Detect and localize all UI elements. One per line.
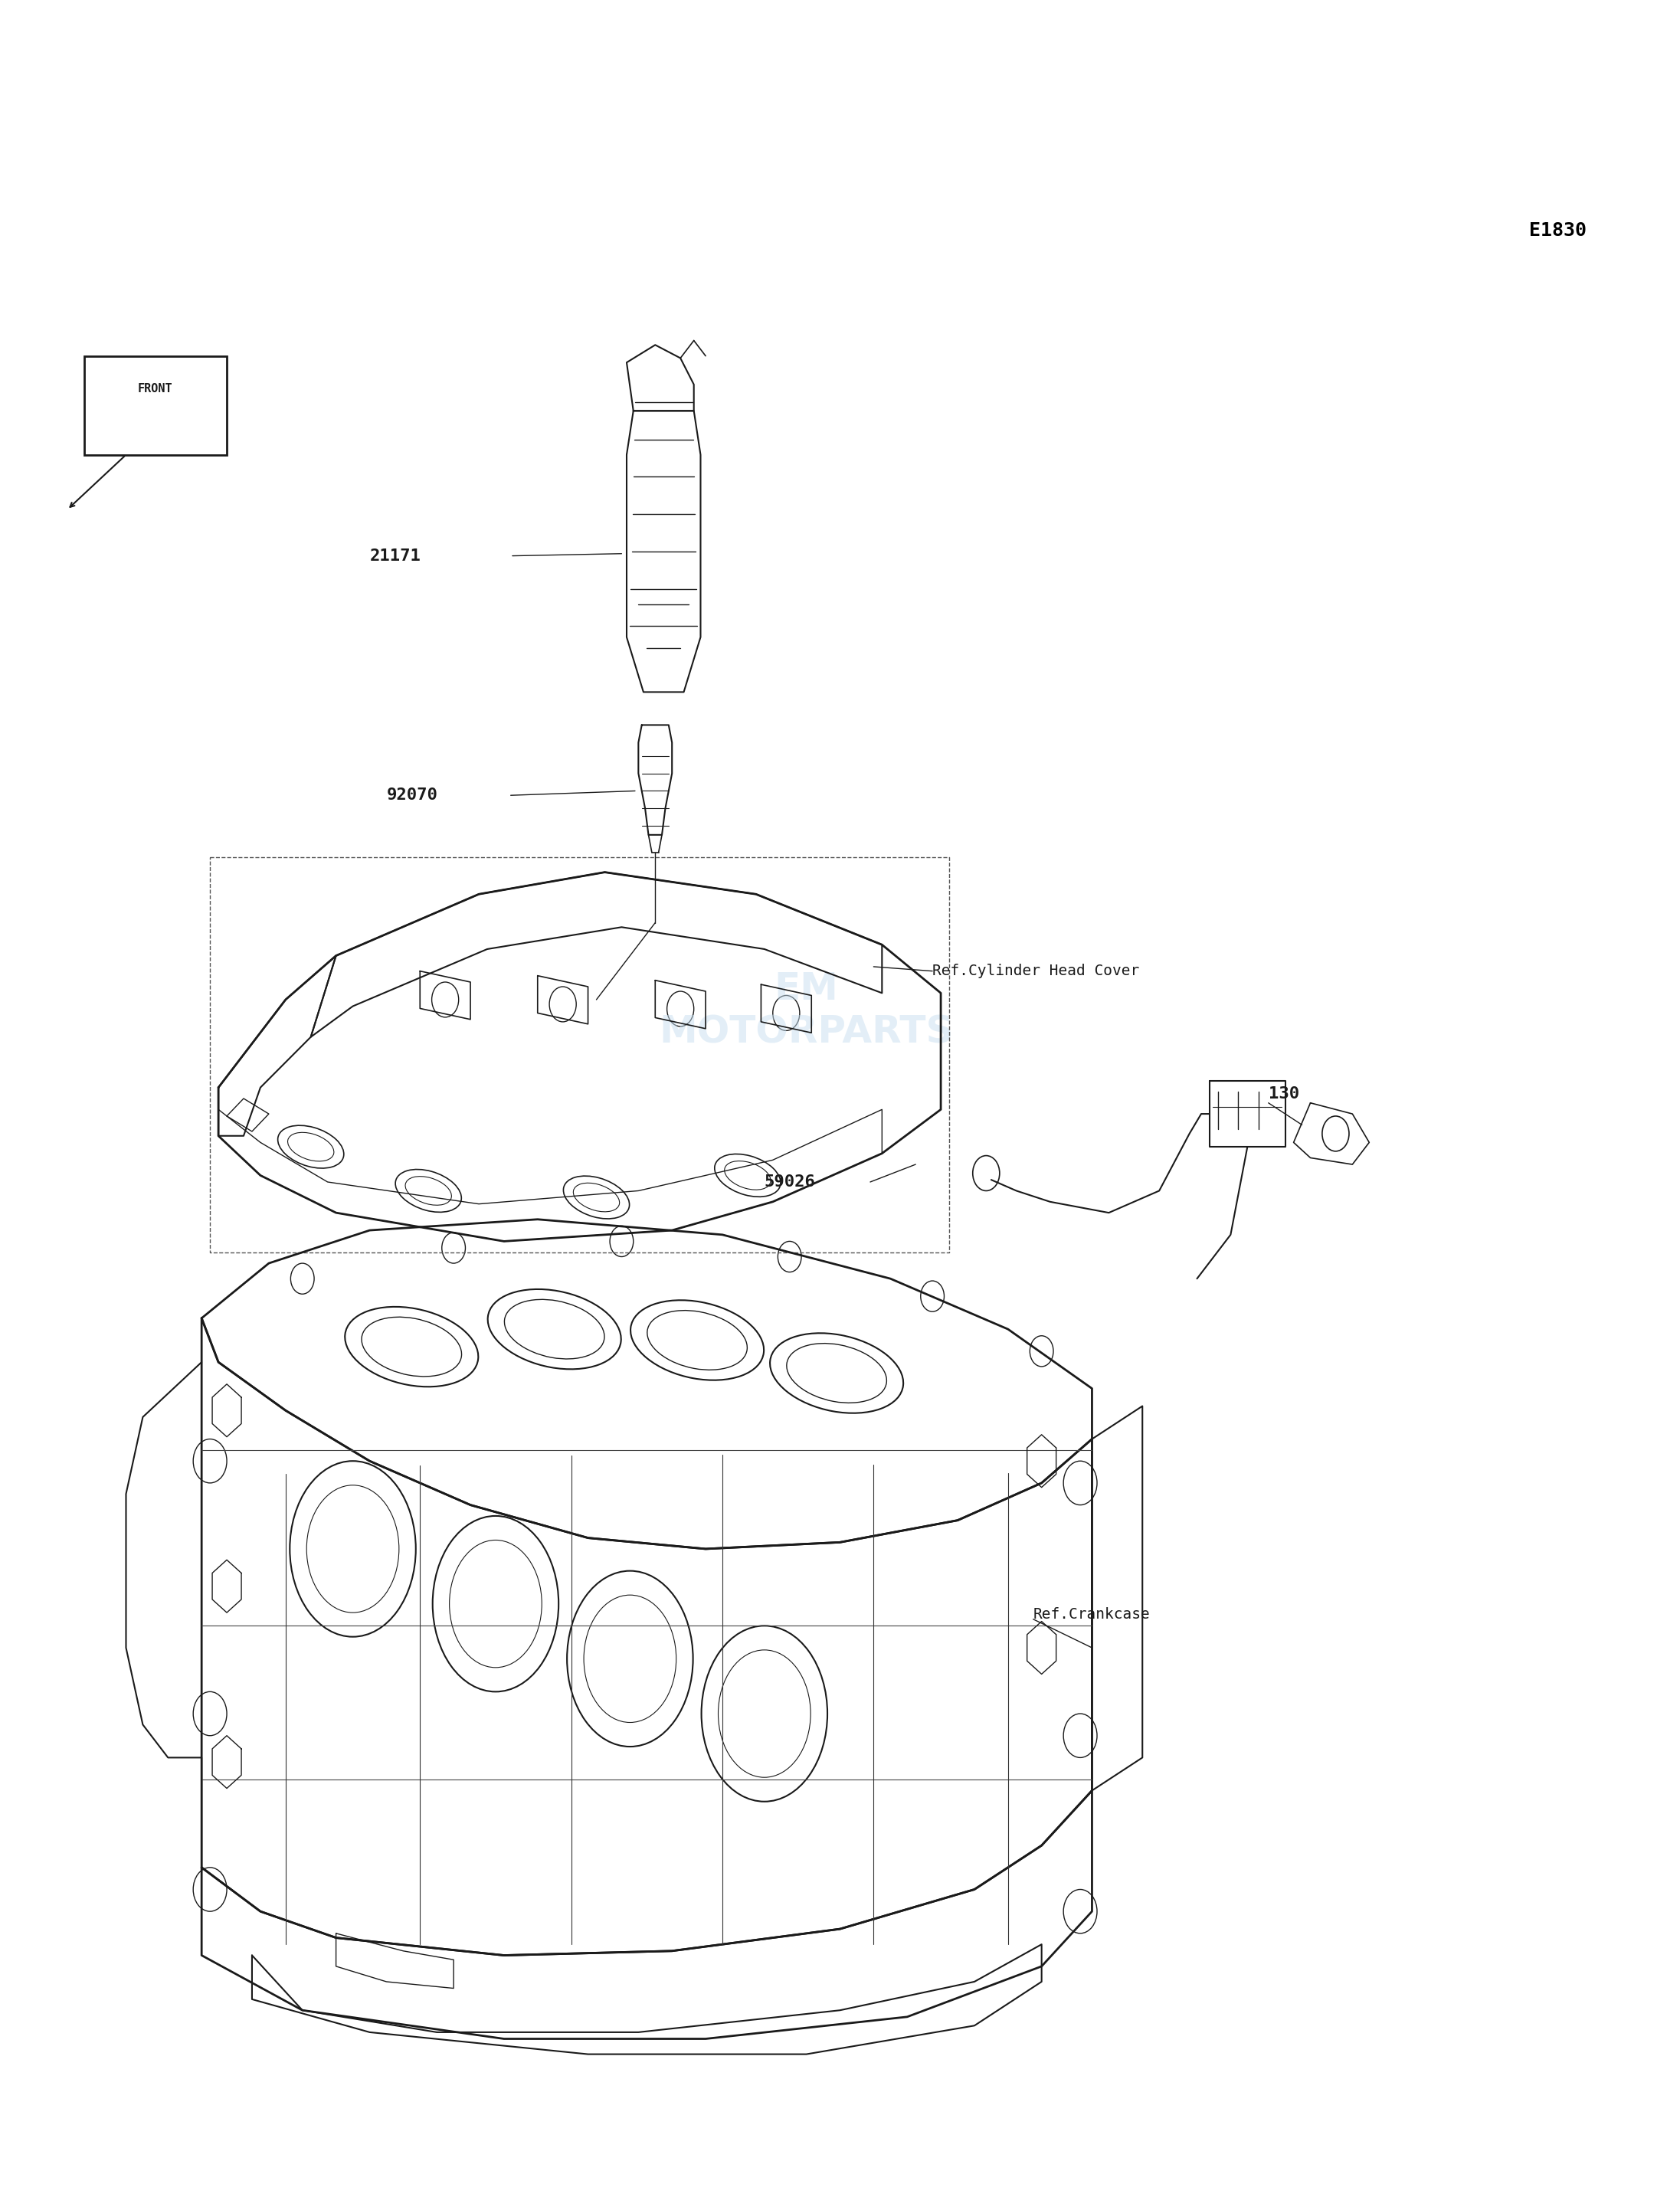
Text: Ref.Crankcase: Ref.Crankcase xyxy=(1033,1608,1151,1621)
Text: Ref.Cylinder Head Cover: Ref.Cylinder Head Cover xyxy=(932,964,1139,978)
Text: EM
MOTORPARTS: EM MOTORPARTS xyxy=(659,971,954,1050)
Text: 21171: 21171 xyxy=(370,549,420,562)
Text: E1830: E1830 xyxy=(1529,222,1586,239)
Text: 130: 130 xyxy=(1268,1088,1299,1101)
Text: FRONT: FRONT xyxy=(138,382,173,395)
FancyBboxPatch shape xyxy=(84,356,227,455)
Text: 59026: 59026 xyxy=(764,1175,815,1189)
Text: 92070: 92070 xyxy=(386,789,437,802)
